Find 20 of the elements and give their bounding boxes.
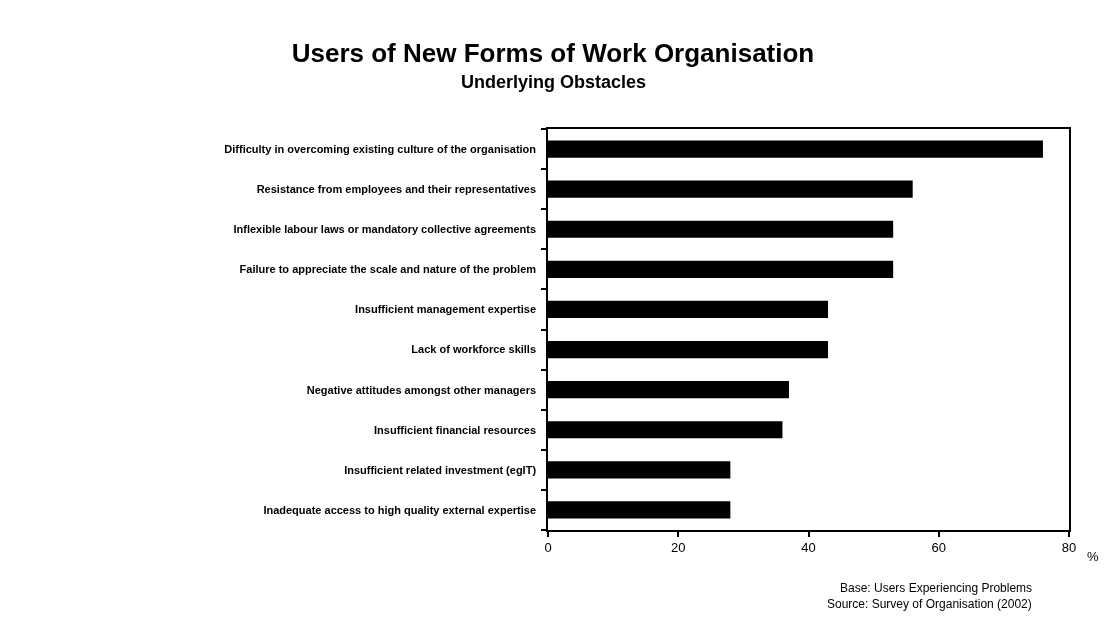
y-tick-label: Insufficient financial resources xyxy=(374,423,537,436)
chart-title: Users of New Forms of Work Organisation xyxy=(291,38,815,69)
y-tick-label: Lack of workforce skills xyxy=(411,343,537,356)
x-axis-title: % xyxy=(1087,549,1099,564)
y-tick-label: Insufficient related investment (egIT) xyxy=(344,463,537,476)
x-tick-label: 80 xyxy=(1061,540,1077,556)
x-tick-label: 0 xyxy=(544,540,552,556)
text: Base: Users Experiencing Problems xyxy=(840,581,1033,595)
x-tick-label: 60 xyxy=(931,540,946,556)
y-tick-label: Negative attitudes amongst other managers xyxy=(306,383,537,396)
y-tick-label: Inflexible labour laws or mandatory collective agreements xyxy=(233,223,537,236)
x-tick-label: 20 xyxy=(671,540,686,556)
chart-subtitle: Underlying Obstacles xyxy=(461,72,647,92)
source-note: Source: Survey of Organisation (2002) xyxy=(827,597,1032,611)
y-tick-label: Failure to appreciate the scale and nature of the problem xyxy=(239,263,537,276)
y-tick-label: Difficulty in overcoming existing culture of the organisation xyxy=(224,142,537,155)
y-tick-label: Inadequate access to high quality external expertise xyxy=(263,503,537,516)
x-tick-label: 40 xyxy=(801,540,816,556)
y-tick-label: Resistance from employees and their representatives xyxy=(256,183,537,195)
y-tick-label: Insufficient management expertise xyxy=(355,303,537,316)
